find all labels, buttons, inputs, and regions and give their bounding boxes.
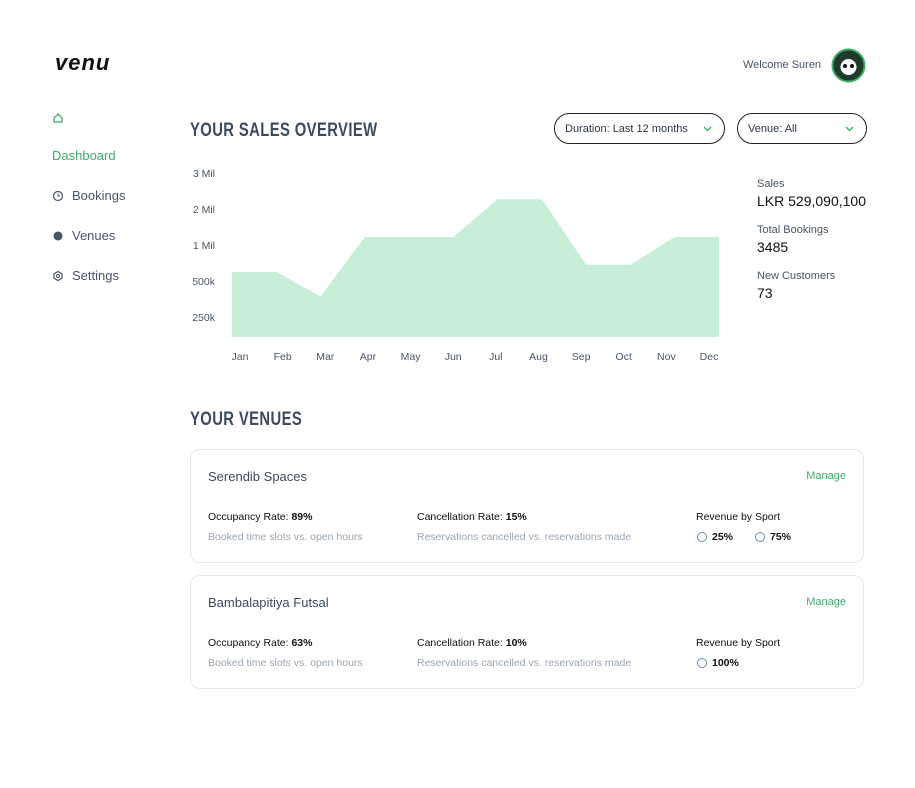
nav-label: Venues: [72, 228, 116, 243]
metric: Cancellation Rate: 15%: [417, 511, 527, 523]
metric-value: 63%: [291, 637, 313, 649]
sales-chart: 250k 500k 1 Mil 2 Mil 3 Mil Jan Feb Mar Apr May Ju…: [192, 168, 719, 363]
sport-value: 25%: [712, 531, 734, 543]
x-tick-label: May: [401, 351, 422, 363]
stat-value: LKR 529,090,100: [757, 193, 866, 209]
x-tick-label: Nov: [657, 351, 676, 363]
sport-value: 100%: [712, 657, 739, 669]
metric-label: Cancellation Rate:: [417, 637, 503, 649]
x-tick-label: Sep: [572, 351, 591, 363]
venue-card: Bambalapitiya Futsal Manage Occupancy Rate…: [190, 575, 864, 689]
area: [232, 199, 719, 337]
metric-note: Reservations cancelled vs. reservations …: [417, 657, 632, 669]
section-title: YOUR SALES OVERVIEW: [190, 120, 378, 141]
metric-label: Occupancy Rate:: [208, 637, 289, 649]
sport-icon: [697, 532, 707, 542]
metric-label: Occupancy Rate:: [208, 511, 289, 523]
dropdown-label: Duration: Last 12 months: [565, 122, 688, 135]
venue-card: Serendib Spaces Manage Occupancy Rate: 89%…: [190, 449, 864, 563]
metric: Occupancy Rate: 89%: [208, 511, 312, 523]
y-tick-label: 3 Mil: [193, 168, 215, 180]
stat-label: Total Bookings: [757, 224, 829, 236]
metric: Cancellation Rate: 10%: [417, 637, 527, 649]
sport-icon: [755, 532, 765, 542]
avatar[interactable]: [831, 48, 866, 83]
metric-note: Booked time slots vs. open hours: [208, 657, 363, 669]
section-title: YOUR VENUES: [190, 409, 303, 430]
revenue-label: Revenue by Sport: [696, 637, 781, 649]
sport-share: 25%: [696, 531, 733, 543]
nav-item[interactable]: Venues: [52, 228, 115, 243]
x-tick-label: Dec: [700, 351, 719, 363]
venue-name: Bambalapitiya Futsal: [208, 595, 329, 610]
nav-item[interactable]: Dashboard: [52, 148, 116, 163]
nav-item[interactable]: Bookings: [52, 188, 125, 203]
metric-note: Booked time slots vs. open hours: [208, 531, 363, 543]
x-tick-label: Jan: [232, 351, 249, 363]
y-tick-label: 500k: [192, 276, 216, 288]
dropdown[interactable]: Duration: Last 12 months: [554, 113, 725, 144]
nav-label: Settings: [72, 268, 119, 283]
x-tick-label: Feb: [274, 351, 292, 363]
x-tick-label: Mar: [316, 351, 335, 363]
sport-icon: [697, 658, 707, 668]
x-tick-label: Aug: [529, 351, 548, 363]
venue-name: Serendib Spaces: [208, 469, 308, 484]
stats: Sales LKR 529,090,100 Total Bookings 3485 Ne…: [757, 178, 866, 316]
y-tick-label: 250k: [192, 312, 216, 324]
metric-note: Reservations cancelled vs. reservations …: [417, 531, 632, 543]
x-tick-label: Apr: [360, 351, 377, 363]
revenue-label: Revenue by Sport: [696, 511, 781, 523]
stat-value: 73: [757, 285, 773, 301]
sport-share: 100%: [696, 657, 739, 669]
logo[interactable]: venu: [55, 50, 111, 75]
x-tick-label: Jun: [445, 351, 462, 363]
metric-value: 10%: [505, 637, 527, 649]
manage-link[interactable]: Manage: [806, 470, 846, 482]
manage-link[interactable]: Manage: [806, 596, 846, 608]
metric: Occupancy Rate: 63%: [208, 637, 312, 649]
dropdown[interactable]: Venue: All: [737, 113, 867, 144]
metric-value: 15%: [505, 511, 527, 523]
x-tick-label: Jul: [489, 351, 502, 363]
stat-label: New Customers: [757, 270, 836, 282]
nav-label: Bookings: [72, 188, 126, 203]
home-icon[interactable]: [52, 112, 64, 124]
metric-value: 89%: [291, 511, 313, 523]
stat-label: Sales: [757, 178, 785, 190]
dropdown-label: Venue: All: [748, 122, 797, 135]
nav-item[interactable]: Settings: [52, 268, 119, 283]
y-tick-label: 2 Mil: [193, 204, 215, 216]
welcome: Welcome Suren: [743, 59, 822, 71]
sport-share: 75%: [754, 531, 791, 543]
sport-value: 75%: [770, 531, 792, 543]
x-tick-label: Oct: [616, 351, 632, 363]
metric-label: Cancellation Rate:: [417, 511, 503, 523]
stat-value: 3485: [757, 239, 789, 255]
y-tick-label: 1 Mil: [193, 240, 215, 252]
